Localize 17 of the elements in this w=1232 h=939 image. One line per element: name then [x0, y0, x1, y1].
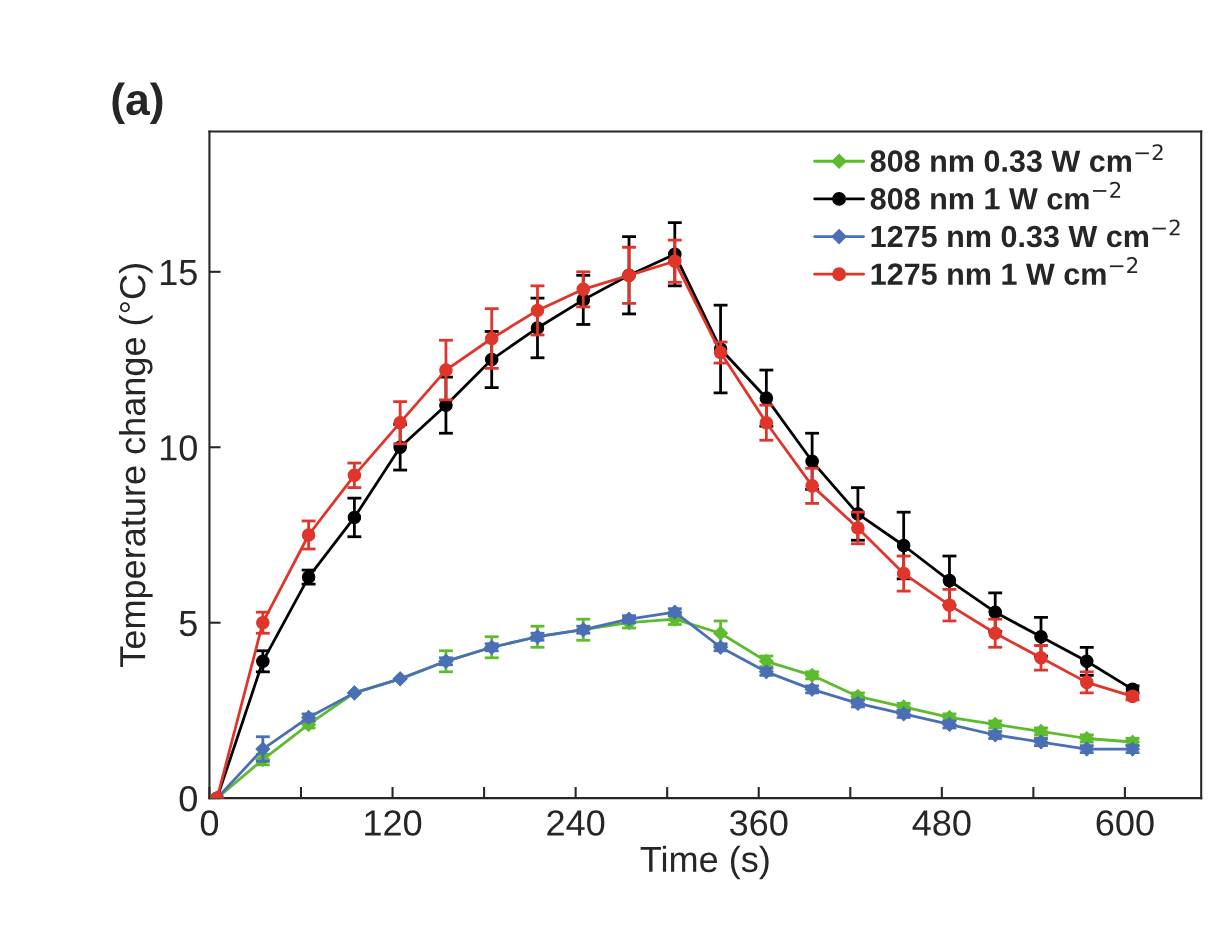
x-tick-label: 0	[200, 810, 219, 836]
x-tick-label: 600	[1096, 810, 1154, 836]
x-axis-title: Time (s)	[640, 845, 769, 880]
legend-label: 808 nm 1 W cm$^{−2}$	[870, 181, 1121, 210]
y-tick-label: 0	[179, 786, 197, 812]
x-tick-label: 480	[912, 810, 971, 836]
legend-label: 808 nm 0.33 W cm$^{−2}$	[870, 144, 1163, 173]
chart-title: (a)	[112, 82, 163, 125]
y-tick-label: 5	[179, 610, 197, 637]
legend-label: 1275 nm 0.33 W cm$^{−2}$	[871, 219, 1180, 248]
x-tick-label: 360	[729, 810, 788, 836]
legend-label: 1275 nm 1 W cm$^{−2}$	[871, 257, 1138, 285]
y-axis-title: Temperature change (°C)	[118, 264, 153, 667]
y-tick-label: 15	[160, 260, 197, 286]
y-tick-label: 10	[160, 435, 197, 461]
x-tick-label: 120	[365, 810, 422, 836]
x-tick-label: 240	[547, 810, 605, 836]
